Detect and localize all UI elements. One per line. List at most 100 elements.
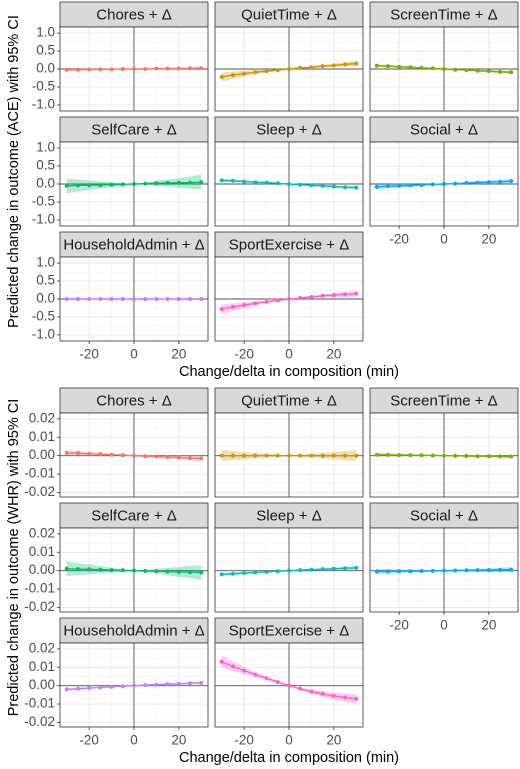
point: [343, 62, 348, 67]
point: [188, 297, 193, 301]
point: [176, 297, 181, 301]
point: [442, 182, 446, 186]
point: [331, 63, 336, 68]
point: [343, 292, 348, 297]
point: [385, 184, 390, 189]
strip: [59, 1, 209, 28]
y-tick-label: -1.0: [32, 211, 55, 226]
panel: QuietTime + Δ: [214, 387, 364, 498]
point: [109, 297, 114, 301]
y-tick-label: -1.0: [32, 326, 55, 341]
strip: [214, 502, 364, 529]
point: [309, 294, 314, 299]
x-tick-label: 20: [326, 347, 341, 362]
point: [275, 453, 280, 458]
point: [87, 183, 92, 188]
x-tick-label: -20: [79, 733, 99, 748]
point: [464, 568, 469, 573]
point: [475, 68, 480, 73]
point: [264, 299, 269, 304]
point: [132, 683, 136, 688]
point: [486, 69, 491, 74]
strip: [214, 617, 364, 644]
x-tick-label: -20: [79, 347, 99, 362]
point: [143, 67, 148, 71]
point: [219, 453, 224, 458]
point: [309, 453, 314, 458]
point: [264, 453, 269, 458]
x-tick-label: 0: [440, 232, 448, 247]
point: [87, 567, 92, 572]
point: [253, 672, 258, 677]
point: [343, 185, 348, 190]
point: [98, 685, 103, 690]
panel-border: [214, 412, 364, 498]
point: [154, 66, 159, 71]
point: [475, 180, 480, 185]
point: [230, 571, 235, 576]
y-tick-label: 0.02: [29, 640, 55, 655]
panel-border: [59, 412, 209, 498]
point: [199, 456, 204, 461]
point: [354, 453, 359, 458]
point: [109, 182, 114, 187]
point: [264, 180, 269, 185]
panel: SportExercise + Δ -20 0 20: [214, 231, 364, 362]
point: [397, 183, 402, 188]
y-tick-label: 0.5: [36, 273, 55, 288]
point: [154, 682, 159, 687]
y-tick-label: 0.0: [36, 176, 55, 191]
point: [64, 687, 69, 692]
x-tick-label: 0: [130, 347, 138, 362]
point: [98, 567, 103, 572]
point: [298, 182, 303, 187]
point: [219, 178, 224, 183]
point: [132, 453, 136, 458]
point: [331, 184, 336, 189]
point: [264, 676, 269, 681]
point: [442, 67, 446, 71]
strip-title: ScreenTime + Δ: [390, 6, 497, 23]
point: [509, 454, 514, 459]
strip: [369, 387, 519, 414]
point: [385, 452, 390, 457]
point: [343, 453, 348, 458]
point: [230, 304, 235, 309]
y-tick-label: -1.0: [32, 96, 55, 111]
point: [498, 69, 503, 74]
point: [143, 454, 148, 459]
x-tick-label: 0: [440, 618, 448, 633]
point: [176, 569, 181, 574]
x-tick-label: 20: [481, 232, 496, 247]
y-tick-label: 0.01: [29, 429, 55, 444]
point: [253, 180, 258, 185]
point: [354, 185, 359, 190]
point: [219, 307, 224, 312]
panel-border: [369, 412, 519, 498]
point: [199, 570, 204, 575]
point: [132, 297, 136, 301]
point: [199, 680, 204, 685]
point: [64, 566, 69, 571]
point: [143, 683, 148, 688]
x-tick-label: 0: [285, 733, 293, 748]
panel: Sleep + Δ: [214, 116, 364, 227]
x-tick-label: -20: [234, 733, 254, 748]
panel: ScreenTime + Δ: [369, 387, 519, 498]
point: [98, 452, 103, 457]
x-tick-label: 20: [326, 733, 341, 748]
x-tick-label: -20: [389, 618, 409, 633]
strip: [214, 387, 364, 414]
point: [264, 569, 269, 574]
point: [354, 61, 359, 66]
point: [442, 568, 446, 573]
point: [453, 67, 458, 72]
point: [275, 679, 280, 684]
point: [132, 67, 136, 71]
panel-border: [214, 26, 364, 112]
y-tick-label: 0.5: [36, 158, 55, 173]
ci-ribbon: [221, 655, 357, 704]
point: [320, 567, 325, 572]
strip: [59, 116, 209, 143]
x-tick-label: 20: [481, 618, 496, 633]
